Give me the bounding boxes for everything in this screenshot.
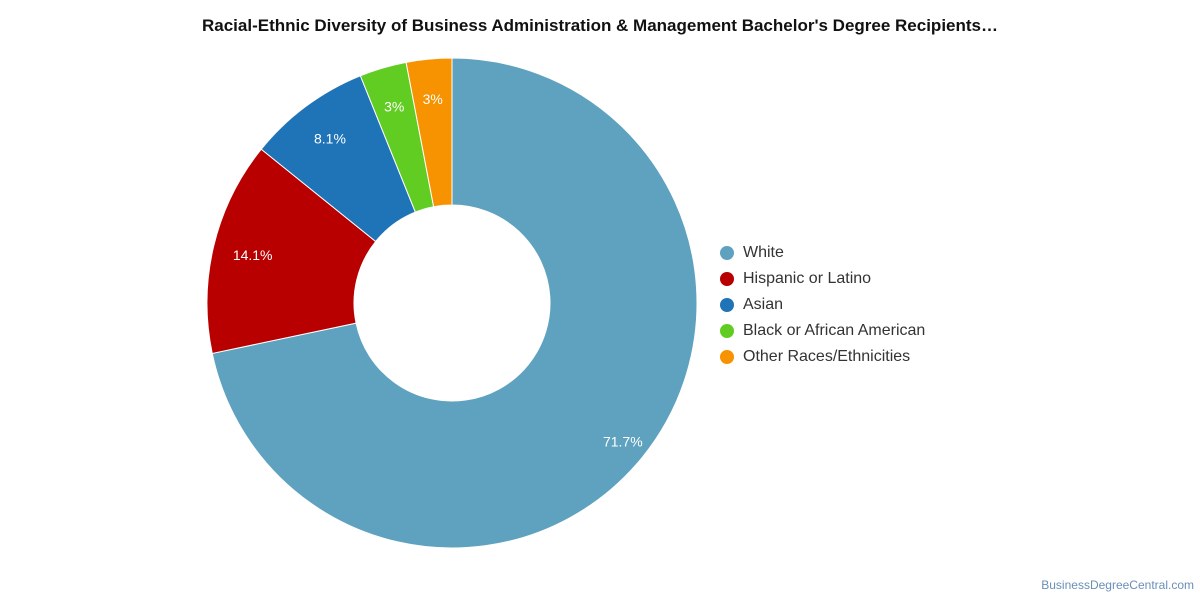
legend-swatch [720,298,734,312]
chart-title: Racial-Ethnic Diversity of Business Admi… [201,16,998,35]
legend-swatch [720,324,734,338]
legend-label: Other Races/Ethnicities [743,348,911,365]
chart-legend: White Hispanic or Latino Asian Black or Afr… [720,240,925,370]
donut-slice-other-races-ethnicities[interactable] [405,57,453,208]
legend-label: Hispanic or Latino [743,270,872,287]
legend-item-other-races-ethnicities[interactable]: Other Races/Ethnicities [720,344,925,370]
data-label-other-races-ethnicities: 3% [423,91,443,107]
legend-swatch [720,246,734,260]
legend-item-black-or-african-american[interactable]: Black or African American [720,318,925,344]
data-label-hispanic-or-latino: 14.1% [233,247,273,263]
legend-label: Black or African American [743,322,926,339]
legend-label: Asian [743,296,784,313]
legend-label: White [743,244,784,261]
data-label-white: 71.7% [603,434,643,450]
data-label-black-or-african-american: 3% [384,98,404,114]
legend-item-hispanic-or-latino[interactable]: Hispanic or Latino [720,266,925,292]
legend-swatch [720,350,734,364]
data-label-asian: 8.1% [314,130,346,146]
source-credit[interactable]: BusinessDegreeCentral.com [1041,578,1194,592]
legend-swatch [720,272,734,286]
legend-item-white[interactable]: White [720,240,925,266]
donut-slice-hispanic-or-latino[interactable] [206,148,377,355]
donut-slice-white[interactable] [211,57,698,549]
legend-item-asian[interactable]: Asian [720,292,925,318]
